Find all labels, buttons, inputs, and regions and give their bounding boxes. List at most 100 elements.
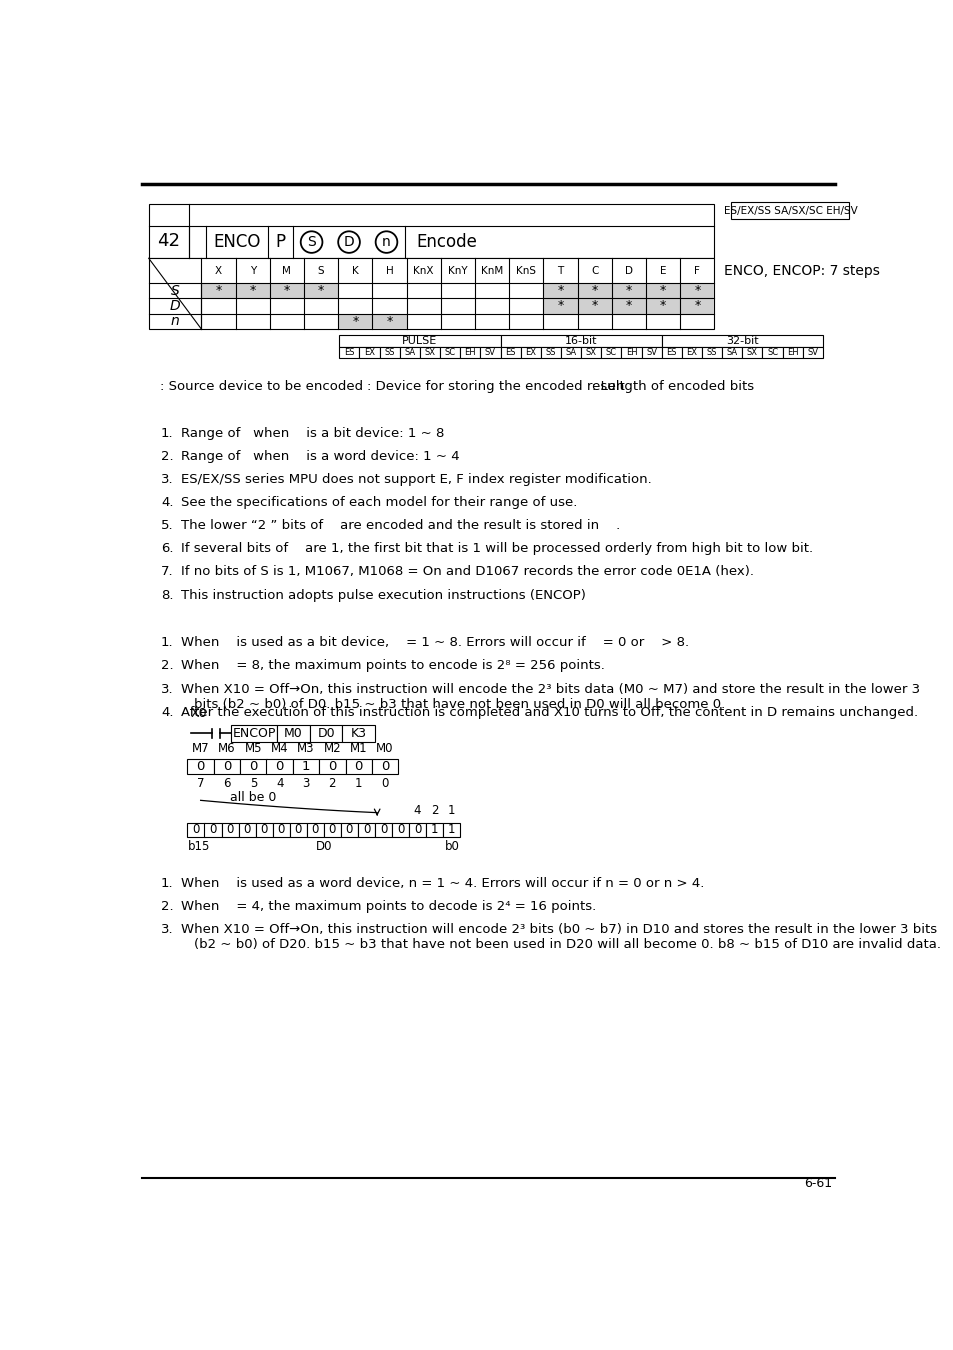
Bar: [679, 284, 714, 298]
Bar: [543, 298, 577, 313]
Text: D0: D0: [317, 726, 335, 740]
Text: M6: M6: [218, 743, 235, 755]
Text: 1.: 1.: [161, 876, 173, 890]
Text: n: n: [382, 235, 391, 250]
Text: When    = 4, the maximum points to decode is 2⁴ = 16 points.: When = 4, the maximum points to decode i…: [181, 899, 596, 913]
Text: EH: EH: [464, 348, 476, 356]
Text: 2: 2: [431, 805, 438, 817]
Bar: [419, 347, 439, 358]
Text: SS: SS: [384, 348, 395, 356]
Bar: [307, 822, 323, 837]
Text: 0: 0: [209, 824, 216, 836]
Text: *: *: [591, 284, 598, 297]
Text: X0: X0: [191, 707, 207, 721]
Bar: [319, 759, 345, 774]
Bar: [580, 347, 600, 358]
Bar: [661, 347, 681, 358]
Text: (b2 ~ b0) of D20. b15 ~ b3 that have not been used in D20 will all become 0. b8 : (b2 ~ b0) of D20. b15 ~ b3 that have not…: [193, 938, 940, 952]
Bar: [409, 822, 426, 837]
Text: *: *: [317, 284, 324, 297]
Text: ES/EX/SS SA/SX/SC EH/SV: ES/EX/SS SA/SX/SC EH/SV: [722, 205, 857, 216]
Text: If several bits of    are 1, the first bit that is 1 will be processed orderly f: If several bits of are 1, the first bit …: [181, 543, 813, 555]
Text: all be 0: all be 0: [230, 791, 276, 805]
Text: *: *: [625, 300, 632, 312]
Text: *: *: [694, 300, 700, 312]
Text: H: H: [385, 266, 393, 275]
Bar: [273, 822, 290, 837]
Text: M7: M7: [192, 743, 210, 755]
Text: 0: 0: [380, 760, 389, 774]
Text: *: *: [386, 315, 393, 328]
Text: EX: EX: [525, 348, 536, 356]
Text: ES: ES: [666, 348, 677, 356]
Bar: [375, 822, 392, 837]
Text: Encode: Encode: [416, 234, 476, 251]
Text: : Device for storing the encoded result: : Device for storing the encoded result: [367, 381, 624, 393]
Text: 32-bit: 32-bit: [725, 336, 758, 346]
Bar: [611, 298, 645, 313]
Bar: [611, 284, 645, 298]
Bar: [204, 822, 221, 837]
Bar: [661, 335, 822, 347]
Bar: [701, 347, 721, 358]
Text: 4: 4: [414, 805, 421, 817]
Text: D: D: [170, 298, 180, 313]
Text: K: K: [352, 266, 358, 275]
Bar: [540, 347, 560, 358]
Bar: [392, 822, 409, 837]
Bar: [357, 822, 375, 837]
Text: 0: 0: [226, 824, 233, 836]
Text: *: *: [694, 284, 700, 297]
Text: ENCOP: ENCOP: [233, 726, 275, 740]
Text: Y: Y: [250, 266, 255, 275]
Bar: [255, 822, 273, 837]
Text: S: S: [317, 266, 324, 275]
Text: 6: 6: [223, 778, 231, 790]
Text: M0: M0: [375, 743, 394, 755]
Bar: [500, 335, 661, 347]
Bar: [500, 347, 520, 358]
Text: *: *: [659, 284, 665, 297]
Text: 0: 0: [345, 824, 353, 836]
Bar: [359, 347, 379, 358]
Text: b0: b0: [444, 840, 459, 853]
Text: 2.: 2.: [161, 659, 173, 672]
Text: 42: 42: [157, 232, 180, 250]
Text: M1: M1: [350, 743, 367, 755]
Text: SS: SS: [545, 348, 556, 356]
Text: SV: SV: [645, 348, 657, 356]
Bar: [577, 298, 611, 313]
Bar: [238, 822, 255, 837]
Bar: [372, 759, 397, 774]
Bar: [379, 347, 399, 358]
Text: See the specifications of each model for their range of use.: See the specifications of each model for…: [181, 497, 577, 509]
Text: : Source device to be encoded: : Source device to be encoded: [159, 381, 362, 393]
Text: M3: M3: [297, 743, 314, 755]
Text: *: *: [283, 284, 290, 297]
Text: 1.: 1.: [161, 427, 173, 440]
Text: SA: SA: [726, 348, 737, 356]
Bar: [439, 347, 459, 358]
Text: 7: 7: [196, 778, 204, 790]
Text: 0: 0: [381, 778, 389, 790]
Text: 0: 0: [329, 824, 335, 836]
Bar: [149, 258, 714, 329]
Text: b15: b15: [188, 840, 211, 853]
Text: T: T: [557, 266, 563, 275]
Bar: [323, 822, 340, 837]
Bar: [310, 725, 342, 741]
Bar: [560, 347, 580, 358]
Text: ES: ES: [505, 348, 516, 356]
Text: SV: SV: [806, 348, 818, 356]
Text: After the execution of this instruction is completed and X10 turns to Off, the c: After the execution of this instruction …: [181, 706, 918, 718]
Text: M: M: [282, 266, 291, 275]
Text: EH: EH: [625, 348, 637, 356]
Bar: [459, 347, 480, 358]
Bar: [781, 347, 802, 358]
Text: : Length of encoded bits: : Length of encoded bits: [592, 381, 753, 393]
Bar: [213, 759, 240, 774]
Bar: [645, 298, 679, 313]
Text: 0: 0: [294, 824, 302, 836]
Bar: [339, 335, 500, 347]
Text: *: *: [557, 284, 563, 297]
